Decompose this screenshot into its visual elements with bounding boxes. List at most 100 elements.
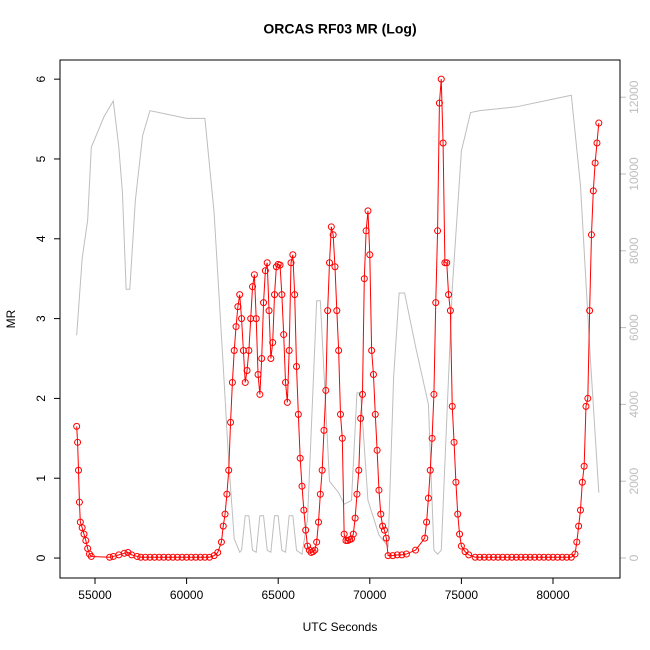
data-point	[448, 402, 456, 410]
data-point	[267, 355, 275, 363]
data-point	[324, 307, 332, 315]
y-tick-label: 2	[34, 395, 48, 402]
data-point	[517, 553, 525, 561]
data-point	[333, 307, 341, 315]
data-point	[480, 553, 488, 561]
data-point	[398, 551, 406, 559]
data-point	[384, 552, 392, 560]
data-point	[250, 271, 258, 279]
data-point	[576, 506, 584, 514]
data-point	[340, 530, 348, 538]
data-point	[489, 553, 497, 561]
y2-tick-label: 2000	[627, 468, 641, 495]
data-point	[311, 546, 319, 554]
data-point	[316, 490, 324, 498]
data-point	[439, 139, 447, 147]
data-point	[247, 315, 255, 323]
data-point	[371, 410, 379, 418]
data-point	[169, 553, 177, 561]
data-point	[430, 390, 438, 398]
data-point	[106, 553, 114, 561]
data-point	[364, 207, 372, 215]
data-point	[338, 434, 346, 442]
x-tick-label: 80000	[536, 588, 570, 602]
data-point	[74, 438, 82, 446]
y2-tick-label: 6000	[627, 314, 641, 341]
data-point	[349, 530, 357, 538]
data-point	[535, 553, 543, 561]
data-point	[263, 259, 271, 267]
data-point	[256, 390, 264, 398]
data-point	[380, 526, 388, 534]
data-point	[291, 291, 299, 299]
series-line	[76, 79, 600, 558]
y-tick-label: 0	[34, 554, 48, 561]
data-point	[549, 553, 557, 561]
x-tick-label: 75000	[445, 588, 479, 602]
data-point	[335, 347, 343, 355]
x-tick-label: 60000	[170, 588, 204, 602]
data-point	[508, 553, 516, 561]
data-point	[252, 315, 260, 323]
data-point	[137, 553, 145, 561]
plot-frame	[59, 59, 621, 579]
data-point	[426, 466, 434, 474]
x-tick-label: 55000	[78, 588, 112, 602]
data-point	[269, 339, 277, 347]
data-point	[582, 402, 590, 410]
data-point	[296, 454, 304, 462]
data-point	[300, 506, 308, 514]
data-point	[315, 518, 323, 526]
data-point	[499, 553, 507, 561]
data-point	[393, 551, 401, 559]
data-point	[80, 530, 88, 538]
x-tick-label: 70000	[353, 588, 387, 602]
data-point	[232, 323, 240, 331]
data-point	[355, 466, 363, 474]
data-point	[73, 422, 81, 430]
data-point	[260, 299, 268, 307]
data-point	[160, 553, 168, 561]
data-point	[192, 553, 200, 561]
data-point	[368, 347, 376, 355]
data-point	[214, 548, 222, 556]
data-point	[336, 410, 344, 418]
data-point	[443, 259, 451, 267]
data-point	[382, 534, 390, 542]
data-point	[503, 553, 511, 561]
data-point	[485, 553, 493, 561]
data-point	[589, 187, 597, 195]
data-point	[377, 510, 385, 518]
data-point	[554, 553, 562, 561]
data-point	[320, 426, 328, 434]
y-tick-label: 5	[34, 155, 48, 162]
data-point	[454, 510, 462, 518]
data-point	[75, 466, 83, 474]
data-point	[178, 553, 186, 561]
data-point	[457, 542, 465, 550]
data-point	[563, 553, 571, 561]
data-point	[471, 553, 479, 561]
data-point	[432, 299, 440, 307]
data-point	[544, 553, 552, 561]
data-point	[591, 159, 599, 167]
y2-tick-label: 8000	[627, 237, 641, 264]
data-point	[423, 518, 431, 526]
series-line	[76, 94, 600, 556]
data-point	[287, 259, 295, 267]
data-point	[402, 550, 410, 558]
data-point	[476, 553, 484, 561]
data-point	[223, 490, 231, 498]
data-point	[254, 370, 262, 378]
chart-title: ORCAS RF03 MR (Log)	[263, 21, 416, 37]
data-point	[421, 534, 429, 542]
data-point	[575, 522, 583, 530]
data-point	[512, 553, 520, 561]
data-point	[278, 291, 286, 299]
y-tick-label: 1	[34, 475, 48, 482]
data-point	[369, 370, 377, 378]
data-point	[230, 347, 238, 355]
data-point	[357, 414, 365, 422]
data-point	[360, 275, 368, 283]
data-point	[120, 549, 128, 557]
